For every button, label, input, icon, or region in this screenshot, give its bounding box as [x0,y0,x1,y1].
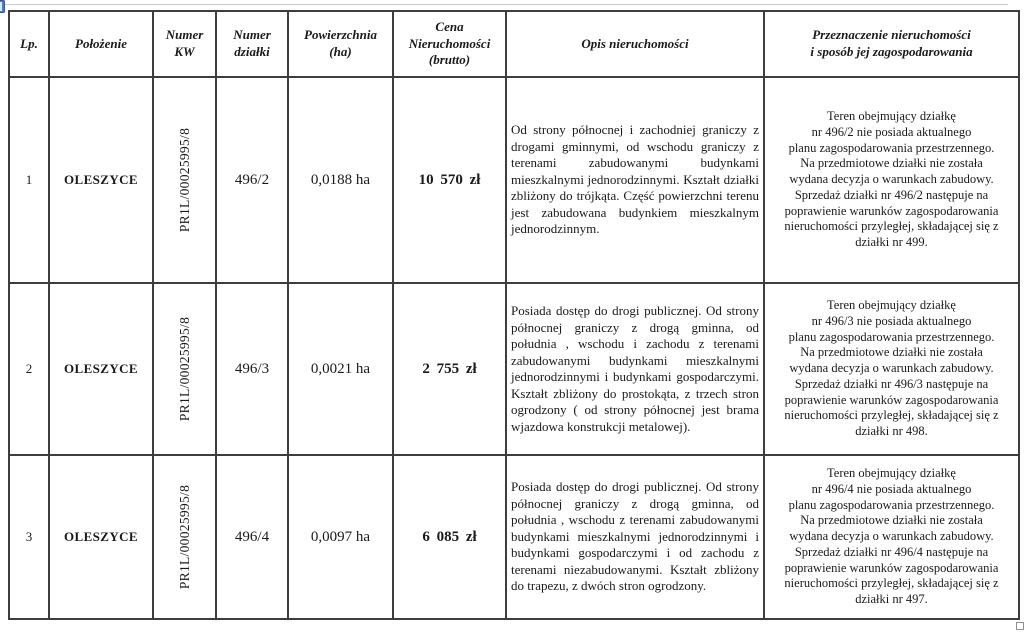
col-header-area: Powierzchnia (ha) [287,10,394,78]
cell-price: 6 085 zł [392,454,507,620]
cell-plot-number: 496/3 [215,282,289,456]
cell-location: OLESZYCE [48,282,154,456]
cell-location: OLESZYCE [48,454,154,620]
cell-lp: 1 [8,76,50,284]
cell-kw-number: PR1L/00025995/8 [152,76,217,284]
col-header-zoning: Przeznaczenie nieruchomości i sposób jej… [763,10,1020,78]
cell-plot-number: 496/2 [215,76,289,284]
cell-description: Od strony północnej i zachodniej granicz… [505,76,765,284]
cell-description: Posiada dostęp do drogi publicznej. Od s… [505,454,765,620]
col-header-lp: Lp. [8,10,50,78]
table-row: 3 OLESZYCE PR1L/00025995/8 496/4 0,0097 … [8,454,1020,620]
cell-price: 2 755 zł [392,282,507,456]
kw-number-rotated-text: PR1L/00025995/8 [176,127,192,233]
table-row: 2 OLESZYCE PR1L/00025995/8 496/3 0,0021 … [8,282,1020,456]
cell-zoning: Teren obejmujący działkę nr 496/4 nie po… [763,454,1020,620]
col-header-price: Cena Nieruchomości (brutto) [392,10,507,78]
table-row: 1 OLESZYCE PR1L/00025995/8 496/2 0,0188 … [8,76,1020,284]
kw-number-rotated-text: PR1L/00025995/8 [176,316,192,422]
page-boundary-line [0,4,1008,5]
cell-area: 0,0097 ha [287,454,394,620]
object-anchor-icon [0,0,5,13]
cell-kw-number: PR1L/00025995/8 [152,282,217,456]
cell-lp: 2 [8,282,50,456]
resize-handle [1016,622,1024,630]
col-header-location: Położenie [48,10,154,78]
cell-zoning: Teren obejmujący działkę nr 496/2 nie po… [763,76,1020,284]
cell-plot-number: 496/4 [215,454,289,620]
cell-area: 0,0188 ha [287,76,394,284]
cell-lp: 3 [8,454,50,620]
col-header-plot-number: Numer działki [215,10,289,78]
cell-kw-number: PR1L/00025995/8 [152,454,217,620]
cell-zoning: Teren obejmujący działkę nr 496/3 nie po… [763,282,1020,456]
cell-location: OLESZYCE [48,76,154,284]
cell-area: 0,0021 ha [287,282,394,456]
kw-number-rotated-text: PR1L/00025995/8 [176,484,192,590]
property-listing-table: Lp. Położenie Numer KW Numer działki Pow… [8,10,1020,620]
col-header-description: Opis nieruchomości [505,10,765,78]
cell-description: Posiada dostęp do drogi publicznej. Od s… [505,282,765,456]
table-header-row: Lp. Położenie Numer KW Numer działki Pow… [8,10,1020,78]
cell-price: 10 570 zł [392,76,507,284]
col-header-kw-number: Numer KW [152,10,217,78]
